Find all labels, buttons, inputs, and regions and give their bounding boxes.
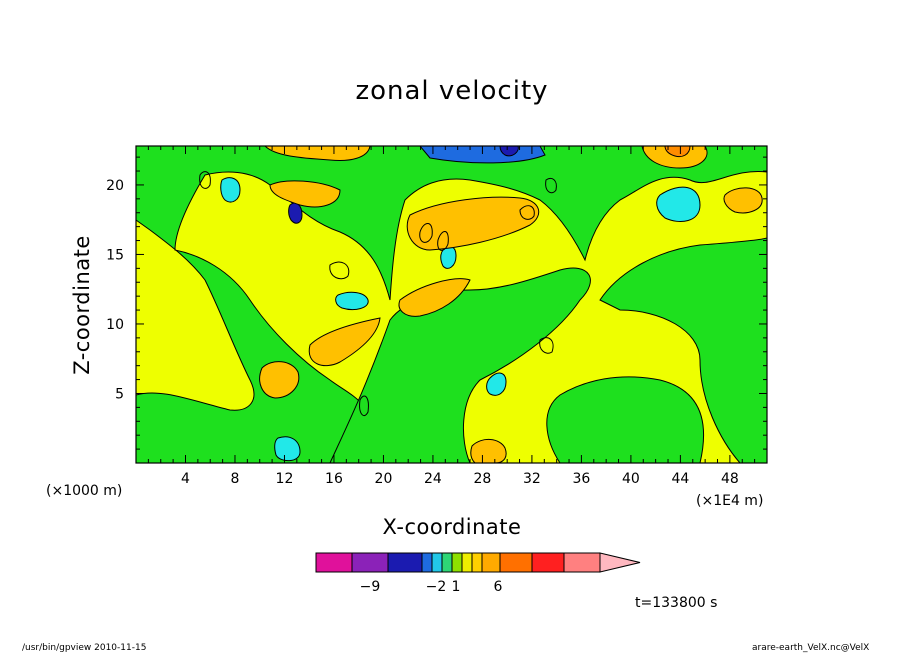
- x-tick-label: 24: [424, 471, 442, 487]
- colorbar-swatch: [531, 552, 565, 573]
- colorbar-swatch: [481, 552, 501, 573]
- colorbar-swatch: [351, 552, 389, 573]
- colorbar-tick-label: −2: [426, 579, 447, 595]
- x-tick-label: 20: [375, 471, 393, 487]
- colorbar-swatch: [431, 552, 443, 573]
- colorbar-tick-label: 6: [494, 579, 503, 595]
- time-annotation: t=133800 s: [635, 595, 718, 611]
- x-tick-label: 36: [572, 471, 590, 487]
- cyan-region-2: [220, 177, 241, 203]
- orange-region-core-top-right: [664, 146, 691, 158]
- x-tick-label: 12: [276, 471, 294, 487]
- colorbar-swatch: [499, 552, 533, 573]
- orange-region-center-right: [398, 278, 471, 317]
- cyan-region-1: [656, 186, 701, 222]
- orange-region-center-left: [308, 317, 381, 367]
- positive-regions: [259, 146, 763, 463]
- y-tick-label: 10: [106, 317, 124, 333]
- colorbar: −9 −2 1 6: [315, 552, 641, 595]
- x-axis-unit: (×1E4 m): [696, 493, 764, 509]
- orange-region-upper-left-band: [269, 180, 341, 208]
- colorbar-swatch: [563, 552, 601, 573]
- orange-region-top-left: [264, 146, 371, 161]
- cyan-region-5: [486, 372, 507, 396]
- colorbar-arrow: [599, 552, 641, 573]
- x-tick-label: 48: [721, 471, 739, 487]
- orange-region-top-right: [641, 146, 708, 169]
- colorbar-tick-label: −9: [360, 579, 381, 595]
- x-tick-label: 4: [181, 471, 190, 487]
- plot-frame: [135, 145, 768, 464]
- contour-field: [136, 146, 767, 463]
- navy-region-top: [499, 146, 519, 157]
- colorbar-swatch: [387, 552, 423, 573]
- y-axis-unit: (×1000 m): [46, 483, 123, 499]
- green-region-lower-right: [546, 376, 705, 463]
- colorbar-swatch: [421, 552, 433, 573]
- additional-contours: [199, 171, 557, 416]
- x-tick-label: 32: [523, 471, 541, 487]
- orange-region-right: [723, 187, 763, 214]
- x-tick-label: 44: [671, 471, 689, 487]
- x-tick-label: 40: [622, 471, 640, 487]
- x-tick-label: 16: [325, 471, 343, 487]
- cyan-region-3: [335, 291, 369, 311]
- colorbar-swatch: [451, 552, 463, 573]
- green-region-right: [599, 237, 767, 463]
- colorbar-swatch: [461, 552, 473, 573]
- orange-region-bottom-center: [470, 439, 507, 463]
- orange-region-mid-band: [406, 196, 540, 251]
- chart-title: zonal velocity: [355, 76, 549, 106]
- colorbar-swatch: [441, 552, 453, 573]
- colorbar-swatch: [315, 552, 353, 573]
- colorbar-tick-label: 1: [452, 579, 461, 595]
- y-tick-label: 5: [115, 386, 124, 402]
- x-tick-label: 28: [474, 471, 492, 487]
- colorbar-swatch: [471, 552, 483, 573]
- footer-program-info: /usr/bin/gpview 2010-11-15: [22, 643, 147, 653]
- cyan-region-4: [274, 436, 301, 462]
- x-axis-label: X-coordinate: [382, 515, 522, 539]
- blue-region-small: [288, 202, 303, 224]
- x-tick-label: 8: [231, 471, 240, 487]
- footer-variable-info: arare-earth_VelX.nc@VelX: [752, 643, 870, 653]
- green-region-center: [329, 267, 591, 463]
- y-tick-label: 15: [106, 247, 124, 263]
- orange-region-left-blob: [259, 361, 300, 399]
- y-tick-label: 20: [106, 178, 124, 194]
